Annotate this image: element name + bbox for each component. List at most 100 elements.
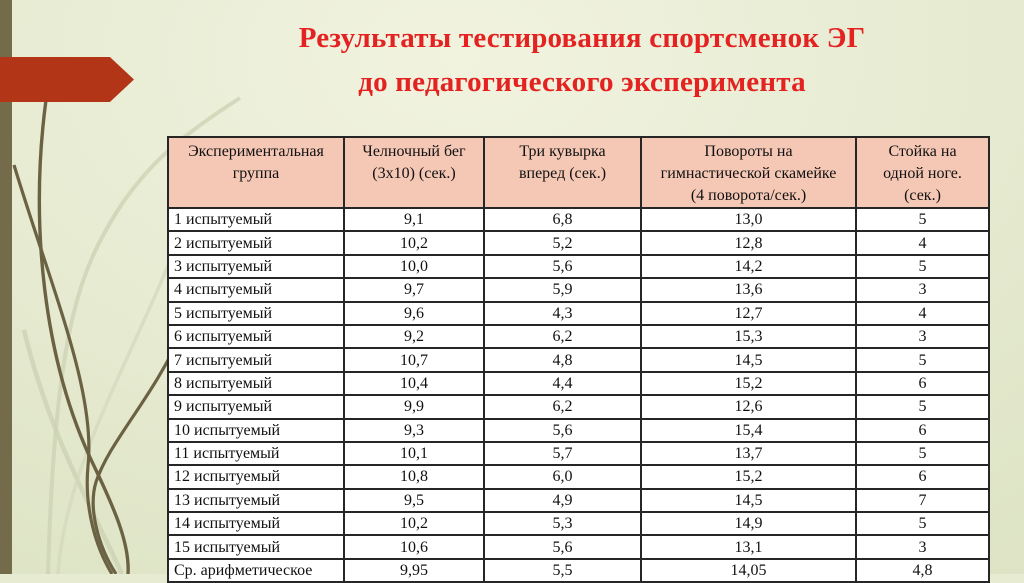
value-cell: 9,2 (343, 323, 485, 350)
header-line: (4 поворота/сек.) (690, 187, 807, 204)
value-cell: 5,7 (483, 440, 642, 467)
value-cell: 6,2 (483, 323, 642, 350)
value-cell: 10,7 (343, 347, 485, 373)
value-cell: 5,9 (483, 277, 642, 303)
table-row: 5 испытуемый 9,6 4,3 12,7 4 (167, 300, 990, 326)
table-row: 2 испытуемый 10,2 5,2 12,8 4 (167, 230, 990, 256)
value-cell: 14,05 (640, 557, 857, 583)
value-cell: 10,2 (343, 230, 485, 256)
header-line: гимнастической скамейке (660, 165, 837, 182)
value-cell: 6,8 (483, 206, 642, 233)
value-cell: 4,9 (483, 487, 642, 514)
value-cell: 4,4 (483, 370, 642, 397)
table-row: 1 испытуемый 9,1 6,8 13,0 5 (167, 206, 990, 233)
value-cell: 15,3 (640, 323, 857, 350)
value-cell: 6,2 (483, 394, 642, 420)
value-cell: 9,9 (343, 394, 485, 420)
header-cell-group: Экспериментальная группа (167, 136, 345, 209)
value-cell: 4 (855, 230, 990, 256)
value-cell: 5,2 (483, 230, 642, 256)
value-cell: 15,2 (640, 464, 857, 490)
value-cell: 9,7 (343, 277, 485, 303)
table-header-row: Экспериментальная группа Челночный бег (… (167, 136, 990, 209)
value-cell: 10,8 (343, 464, 485, 490)
value-cell: 5 (855, 253, 990, 280)
value-cell: 9,3 (343, 417, 485, 443)
row-label: 15 испытуемый (167, 534, 345, 560)
value-cell: 6 (855, 464, 990, 490)
value-cell: 3 (855, 534, 990, 560)
header-line: вперед (сек.) (518, 165, 607, 182)
value-cell: 5 (855, 206, 990, 233)
table-row-mean: Ср. арифметическое 9,95 5,5 14,05 4,8 (167, 557, 990, 583)
value-cell: 9,1 (343, 206, 485, 233)
table-row: 10 испытуемый 9,3 5,6 15,4 6 (167, 417, 990, 443)
table-row: 7 испытуемый 10,7 4,8 14,5 5 (167, 347, 990, 373)
value-cell: 5,3 (483, 511, 642, 537)
slide-title-line-1: Результаты тестирования спортсменок ЭГ (298, 22, 866, 54)
header-cell-rolls: Три кувырка вперед (сек.) (483, 136, 642, 209)
value-cell: 7 (855, 487, 990, 514)
table-row: 8 испытуемый 10,4 4,4 15,2 6 (167, 370, 990, 397)
row-label: 11 испытуемый (167, 440, 345, 467)
value-cell: 14,5 (640, 347, 857, 373)
row-label: Ср. арифметическое (167, 557, 345, 583)
table-row: 14 испытуемый 10,2 5,3 14,9 5 (167, 511, 990, 537)
row-label: 1 испытуемый (167, 206, 345, 233)
value-cell: 13,0 (640, 206, 857, 233)
value-cell: 5 (855, 347, 990, 373)
table-row: 15 испытуемый 10,6 5,6 13,1 3 (167, 534, 990, 560)
value-cell: 10,6 (343, 534, 485, 560)
value-cell: 4,8 (855, 557, 990, 583)
value-cell: 9,95 (343, 557, 485, 583)
table-row: 11 испытуемый 10,1 5,7 13,7 5 (167, 440, 990, 467)
slide-title-line-2: до педагогического эксперимента (358, 66, 806, 98)
table-row: 13 испытуемый 9,5 4,9 14,5 7 (167, 487, 990, 514)
value-cell: 13,7 (640, 440, 857, 467)
row-label: 12 испытуемый (167, 464, 345, 490)
value-cell: 10,2 (343, 511, 485, 537)
table-row: 9 испытуемый 9,9 6,2 12,6 5 (167, 394, 990, 420)
value-cell: 5,6 (483, 253, 642, 280)
value-cell: 15,4 (640, 417, 857, 443)
left-edge-stripe (0, 0, 12, 574)
value-cell: 13,6 (640, 277, 857, 303)
value-cell: 4,3 (483, 300, 642, 326)
red-arrow-decoration (0, 57, 134, 102)
header-line: Челночный бег (362, 143, 466, 160)
header-line: группа (232, 165, 280, 182)
row-label: 7 испытуемый (167, 347, 345, 373)
value-cell: 5,6 (483, 534, 642, 560)
value-cell: 6 (855, 417, 990, 443)
value-cell: 10,1 (343, 440, 485, 467)
row-label: 2 испытуемый (167, 230, 345, 256)
header-line: (3х10) (сек.) (372, 165, 456, 182)
value-cell: 3 (855, 323, 990, 350)
table-row: 3 испытуемый 10,0 5,6 14,2 5 (167, 253, 990, 280)
table-row: 12 испытуемый 10,8 6,0 15,2 6 (167, 464, 990, 490)
slide-title: Результаты тестирования спортсменок ЭГ д… (140, 16, 1024, 104)
value-cell: 5 (855, 511, 990, 537)
value-cell: 5 (855, 440, 990, 467)
value-cell: 14,9 (640, 511, 857, 537)
value-cell: 4 (855, 300, 990, 326)
value-cell: 6,0 (483, 464, 642, 490)
header-line: одной ноге. (883, 165, 962, 182)
value-cell: 5,6 (483, 417, 642, 443)
row-label: 6 испытуемый (167, 323, 345, 350)
value-cell: 5,5 (483, 557, 642, 583)
value-cell: 9,6 (343, 300, 485, 326)
row-label: 8 испытуемый (167, 370, 345, 397)
value-cell: 12,6 (640, 394, 857, 420)
header-line: Экспериментальная (188, 143, 324, 160)
header-line: Повороты на (704, 143, 793, 160)
value-cell: 10,0 (343, 253, 485, 280)
row-label: 14 испытуемый (167, 511, 345, 537)
value-cell: 10,4 (343, 370, 485, 397)
value-cell: 15,2 (640, 370, 857, 397)
row-label: 10 испытуемый (167, 417, 345, 443)
value-cell: 14,2 (640, 253, 857, 280)
header-cell-bench-turns: Повороты на гимнастической скамейке (4 п… (640, 136, 857, 209)
header-cell-shuttle-run: Челночный бег (3х10) (сек.) (343, 136, 485, 209)
row-label: 3 испытуемый (167, 253, 345, 280)
